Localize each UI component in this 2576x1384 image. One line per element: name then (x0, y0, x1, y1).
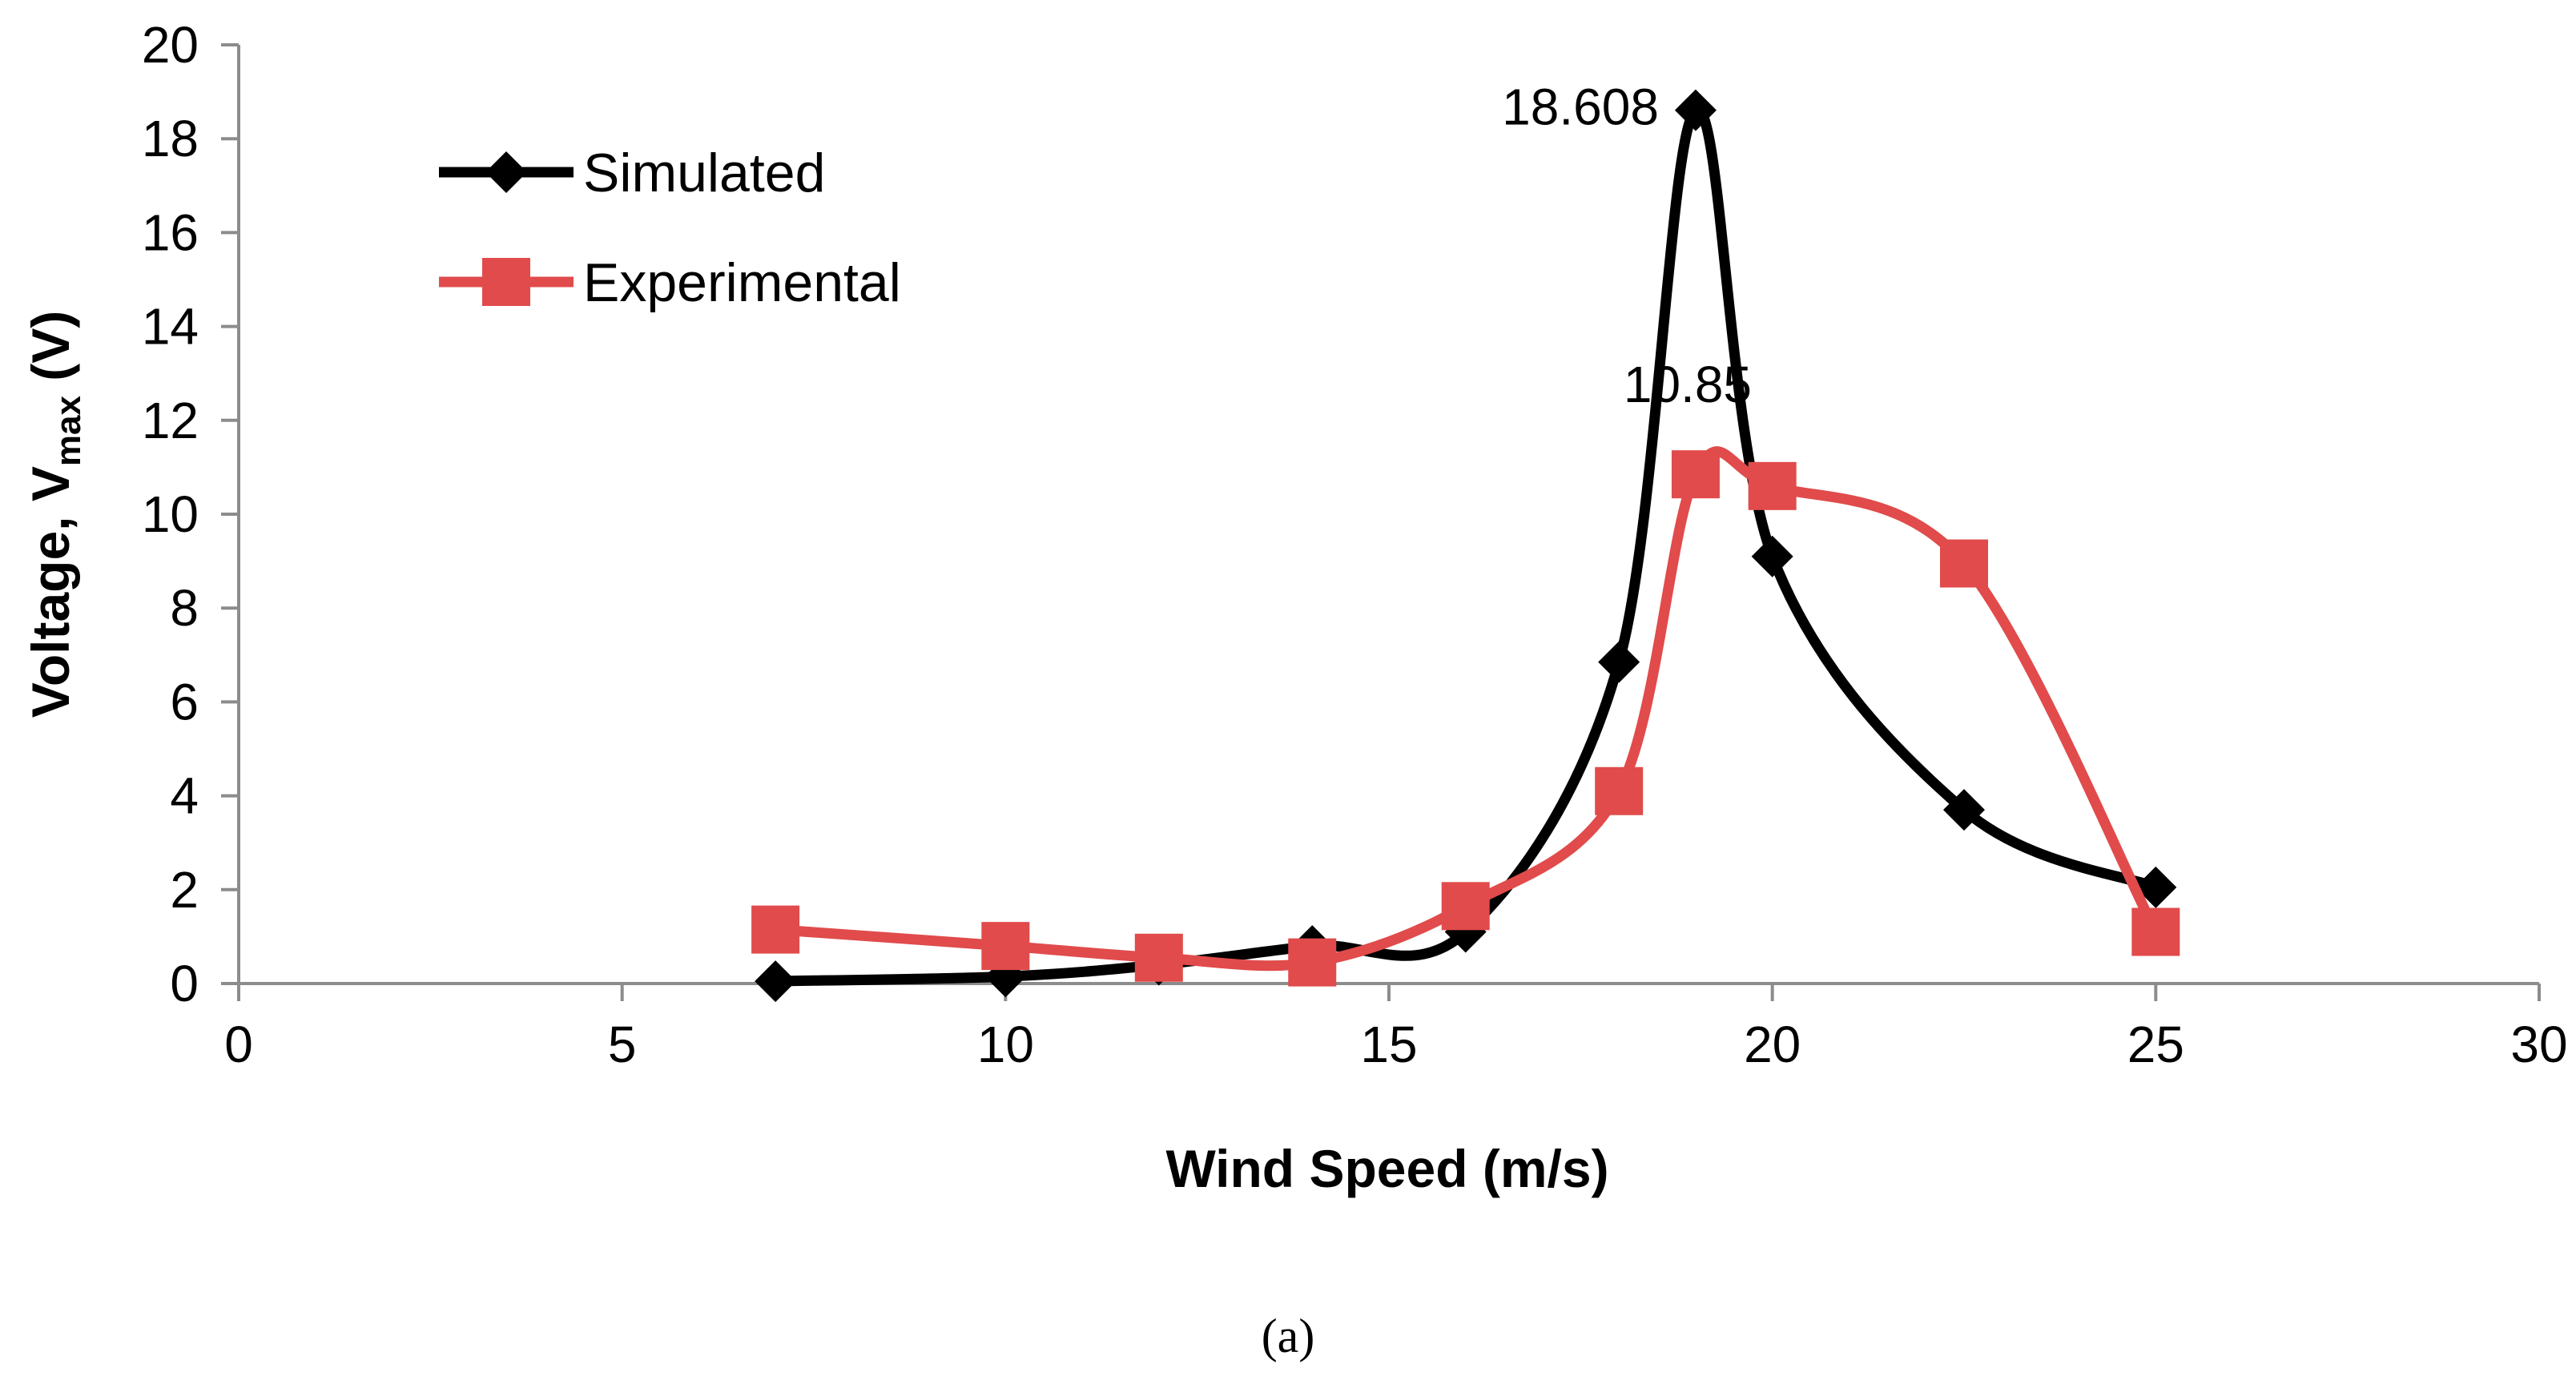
data-label: 18.608 (1502, 78, 1659, 136)
annotation-layer: 18.608 10.85 (1502, 78, 1752, 414)
legend-marker-simulated (485, 151, 527, 193)
y-tick-label: 0 (170, 955, 199, 1012)
data-point-experimental (1940, 539, 1988, 588)
data-point-experimental (1134, 933, 1183, 982)
legend-label-simulated: Simulated (583, 143, 825, 203)
y-axis-title-unit: (V) (21, 311, 80, 396)
data-point-simulated (1598, 641, 1640, 683)
data-point-experimental (2131, 907, 2180, 956)
data-point-experimental (1441, 882, 1490, 931)
data-label: 10.85 (1624, 356, 1752, 413)
y-axis-title-subscript: max (49, 396, 88, 467)
x-axis-title: Wind Speed (m/s) (1165, 1139, 1608, 1198)
y-axis-title: Voltage, Vmax (V) (21, 311, 88, 718)
y-axis-title-main: Voltage, V (21, 466, 80, 718)
data-point-experimental (1671, 450, 1720, 499)
data-point-experimental (751, 905, 800, 954)
x-tick-label: 30 (2510, 1016, 2567, 1073)
legend-marker-experimental (482, 258, 530, 306)
y-ticks: 0 2 4 6 8 10 12 14 16 18 20 (142, 16, 239, 1012)
y-tick-label: 10 (142, 485, 199, 543)
data-point-simulated (1674, 89, 1717, 131)
data-point-experimental (1748, 461, 1797, 510)
series-layer (751, 89, 2180, 1003)
y-tick-label: 14 (142, 298, 199, 356)
y-tick-label: 4 (170, 767, 199, 825)
x-tick-label: 20 (1744, 1016, 1801, 1073)
y-tick-label: 2 (170, 861, 199, 919)
data-point-simulated (755, 960, 797, 1003)
data-point-experimental (1288, 938, 1337, 987)
legend-marker-experimental (482, 258, 530, 306)
y-tick-label: 20 (142, 16, 199, 74)
x-tick-label: 0 (224, 1016, 253, 1073)
y-tick-label: 18 (142, 110, 199, 167)
data-point-simulated (1751, 535, 1793, 577)
data-point-simulated (1943, 789, 1985, 831)
y-tick-label: 6 (170, 673, 199, 730)
data-point-simulated (2135, 866, 2177, 908)
y-tick-label: 12 (142, 392, 199, 449)
x-tick-label: 5 (608, 1016, 637, 1073)
legend-marker-simulated (485, 151, 527, 193)
y-tick-label: 8 (170, 579, 199, 637)
plot-area: 0 5 10 15 20 25 30 0 2 4 6 8 10 12 14 16 18 20 18.608 10.… (142, 16, 2568, 1073)
x-ticks: 0 5 10 15 20 25 30 (224, 984, 2568, 1073)
series-line-simulated (775, 104, 2158, 987)
data-point-experimental (981, 922, 1030, 971)
x-tick-label: 25 (2127, 1016, 2184, 1073)
x-tick-label: 10 (977, 1016, 1034, 1073)
x-tick-label: 15 (1360, 1016, 1417, 1073)
y-tick-label: 16 (142, 203, 199, 261)
legend-label-experimental: Experimental (583, 252, 901, 313)
figure-caption: (a) (1262, 1310, 1315, 1362)
legend: Simulated Experimental (439, 143, 901, 313)
series-experimental (751, 446, 2180, 987)
series-simulated (755, 89, 2177, 1003)
data-point-experimental (1595, 766, 1644, 815)
